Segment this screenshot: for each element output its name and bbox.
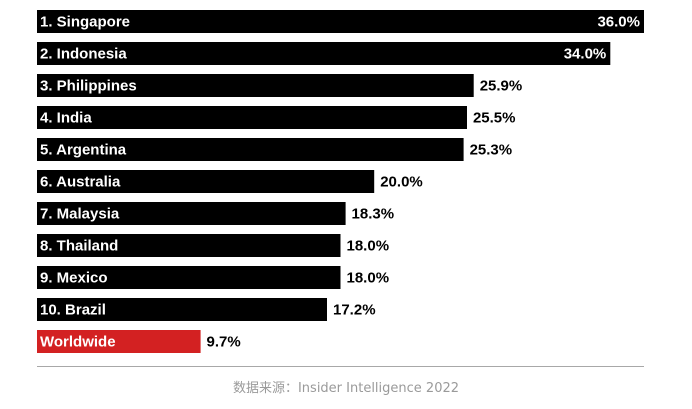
bar	[37, 202, 346, 225]
bar	[37, 138, 464, 161]
bar	[37, 330, 201, 353]
bar	[37, 74, 474, 97]
category-label: 7. Malaysia	[40, 206, 120, 223]
value-label: 36.0%	[597, 14, 640, 31]
category-label: 4. India	[40, 110, 92, 127]
category-label: 8. Thailand	[40, 238, 118, 255]
category-label: 10. Brazil	[40, 302, 106, 319]
value-label: 25.3%	[470, 142, 513, 159]
value-label: 18.3%	[352, 206, 395, 223]
bar	[37, 266, 341, 289]
category-label: 6. Australia	[40, 174, 121, 191]
value-label: 18.0%	[347, 270, 390, 287]
category-label: 1. Singapore	[40, 14, 130, 31]
value-label: 34.0%	[564, 46, 607, 63]
bar	[37, 234, 341, 257]
value-label: 18.0%	[347, 238, 390, 255]
source-note: 数据来源：Insider Intelligence 2022	[232, 381, 460, 396]
bar	[37, 106, 467, 129]
bar	[37, 42, 611, 65]
source-divider	[37, 366, 644, 367]
category-label: 5. Argentina	[40, 142, 127, 159]
value-label: 25.9%	[480, 78, 523, 95]
bar	[37, 10, 644, 33]
category-label: 2. Indonesia	[40, 46, 127, 63]
value-label: 9.7%	[207, 334, 241, 351]
category-label: 9. Mexico	[40, 270, 108, 287]
bar-chart: 1. Singapore 36.0% 2. Indonesia 34.0% 3. Phi…	[37, 10, 644, 353]
value-label: 20.0%	[380, 174, 423, 191]
value-label: 25.5%	[473, 110, 516, 127]
value-label: 17.2%	[333, 302, 376, 319]
category-label: Worldwide	[40, 334, 116, 351]
bar	[37, 170, 375, 193]
bar	[37, 298, 327, 321]
category-label: 3. Philippines	[40, 78, 137, 95]
